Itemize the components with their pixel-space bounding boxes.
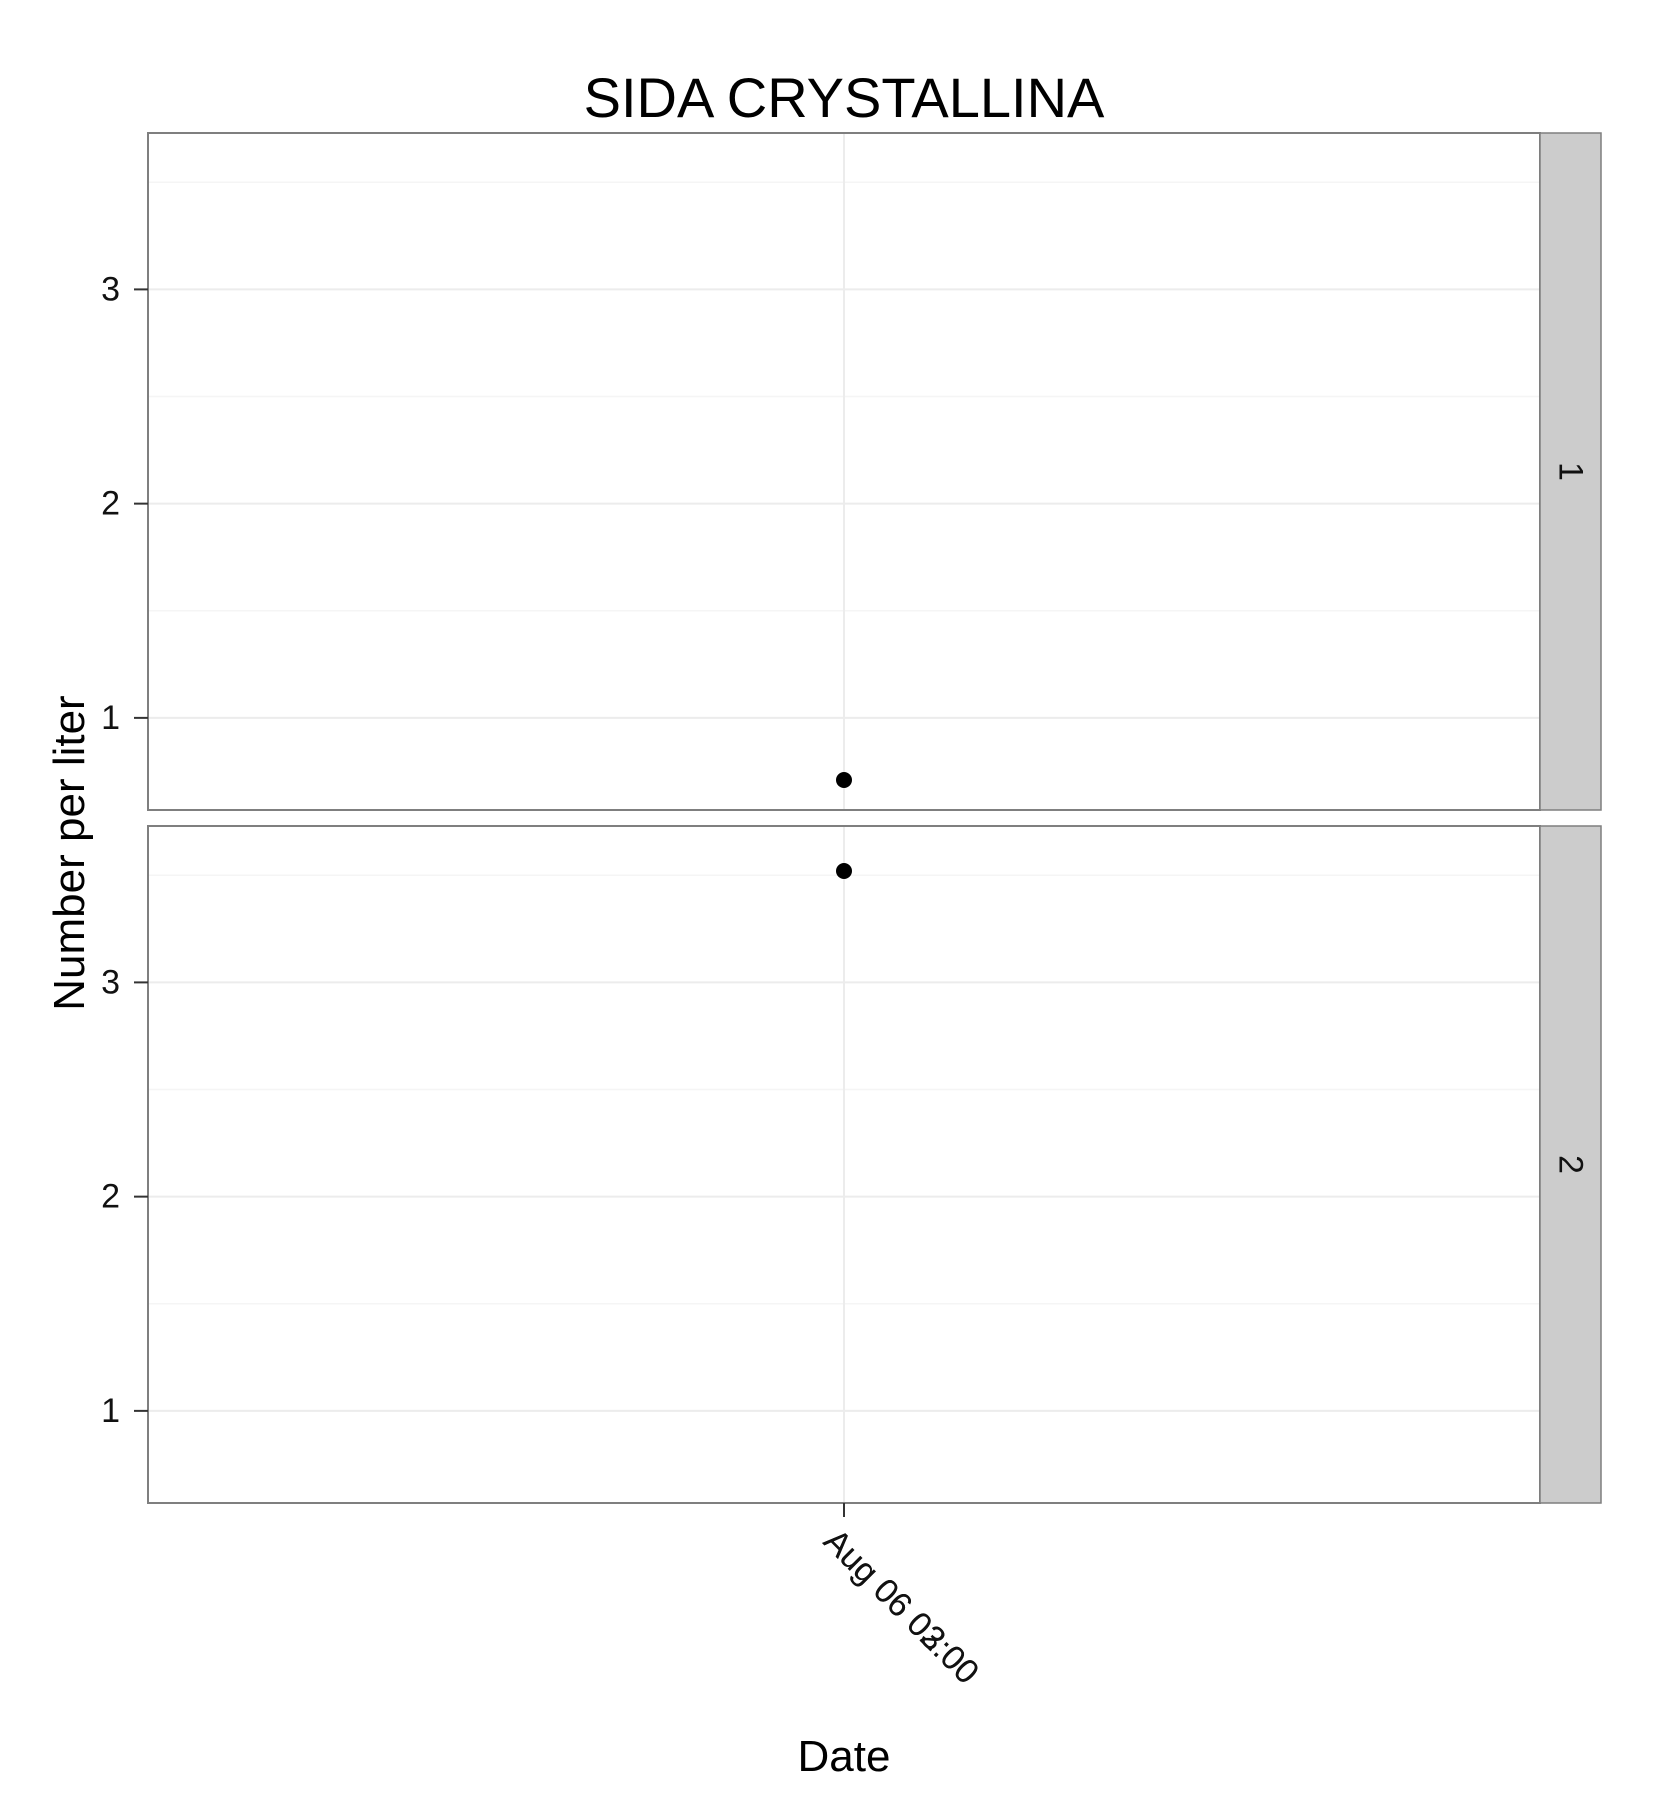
facet-panel-1: 1 1 2 3 <box>101 132 1602 811</box>
y-tick-label: 1 <box>101 699 120 737</box>
data-point <box>836 862 852 879</box>
facet-strip-label: 2 <box>1552 1155 1590 1174</box>
x-tick-label: Aug 06 03:00 <box>816 1522 986 1692</box>
chart-title: SIDA CRYSTALLINA <box>584 66 1105 129</box>
facet-strip <box>1539 132 1602 811</box>
y-tick-label: 3 <box>101 963 120 1001</box>
y-axis-title: Number per liter <box>45 695 94 1010</box>
facet-panels: 1 1 2 3 2 1 2 3 <box>101 132 1602 1504</box>
facet-strip <box>1539 825 1602 1504</box>
data-point <box>836 772 852 789</box>
x-axis-title: Date <box>798 1732 891 1781</box>
facet-strip-label: 1 <box>1552 462 1590 481</box>
y-tick-label: 1 <box>101 1392 120 1430</box>
y-tick-label: 2 <box>101 1178 120 1216</box>
facet-panel-2: 2 1 2 3 <box>101 825 1602 1504</box>
y-tick-label: 2 <box>101 485 120 523</box>
y-tick-label: 3 <box>101 270 120 308</box>
